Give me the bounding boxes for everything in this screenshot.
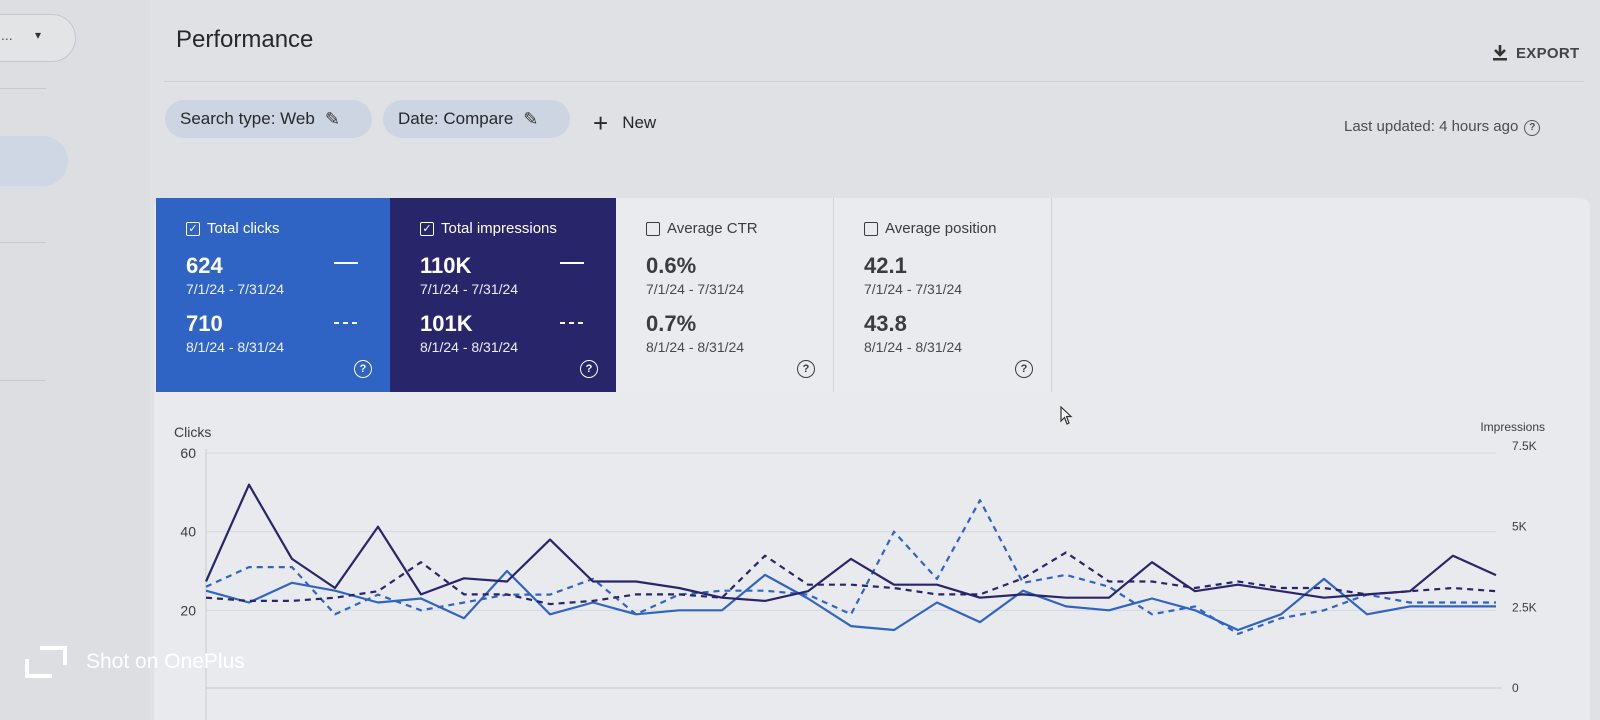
metric-value-current: 624 (186, 253, 223, 278)
y-axis-title: Clicks (174, 424, 211, 440)
header-divider (164, 81, 1584, 82)
property-selector[interactable]: ... ▾ (0, 14, 76, 62)
chevron-down-icon: ▾ (35, 28, 42, 42)
page-title: Performance (176, 26, 314, 53)
metric-range-previous: 8/1/24 - 8/31/24 (186, 339, 285, 355)
metric-total-impressions[interactable]: ✓ Total impressions 110K 7/1/24 - 7/31/24… (390, 198, 616, 392)
camera-watermark: Shot on OnePlus (24, 645, 245, 679)
metric-value-current: 42.1 (864, 253, 907, 278)
help-icon[interactable]: ? (1015, 360, 1033, 378)
checkbox-checked-icon[interactable]: ✓ (420, 221, 434, 236)
y2-tick-label: 7.5K (1512, 439, 1537, 453)
last-updated: Last updated: 4 hours ago? (1344, 118, 1541, 136)
new-label: New (622, 113, 657, 132)
export-label: EXPORT (1516, 45, 1580, 62)
y-tick-label: 20 (180, 602, 196, 618)
checkbox-unchecked-icon[interactable] (864, 221, 878, 236)
metric-range-previous: 8/1/24 - 8/31/24 (864, 339, 963, 355)
mouse-pointer-icon (1060, 406, 1073, 425)
metric-label: Average position (885, 220, 997, 237)
series-line-0 (205, 569, 1496, 632)
y2-tick-label: 0 (1512, 681, 1519, 695)
performance-chart[interactable]: Clicks Impressions 60 40 20 7.5K 5K 2.5K 0 (150, 400, 1590, 720)
new-filter-button[interactable]: + New (593, 108, 656, 139)
metric-range-current: 7/1/24 - 7/31/24 (646, 281, 745, 297)
metric-average-ctr[interactable]: Average CTR 0.6% 7/1/24 - 7/31/24 0.7% 8… (616, 198, 834, 392)
metric-value-current: 110K (420, 253, 472, 278)
metric-label: Total clicks (207, 220, 280, 237)
metric-range-previous: 8/1/24 - 8/31/24 (646, 339, 745, 355)
metric-average-position[interactable]: Average position 42.1 7/1/24 - 7/31/24 4… (834, 198, 1052, 392)
series-line-3 (205, 551, 1497, 606)
property-name: ... (1, 27, 13, 43)
last-updated-text: Last updated: 4 hours ago (1344, 118, 1519, 135)
y2-tick-label: 5K (1512, 520, 1527, 534)
y2-axis-title: Impressions (1480, 420, 1545, 434)
y-tick-label: 60 (180, 445, 196, 461)
watermark-text: Shot on OnePlus (86, 650, 245, 673)
help-icon[interactable]: ? (354, 360, 372, 378)
chip-label: Search type: Web (180, 109, 315, 128)
date-filter-chip[interactable]: Date: Compare ✎ (383, 100, 570, 138)
dashed-line-legend-icon (334, 322, 358, 324)
metric-value-previous: 0.7% (646, 311, 697, 336)
checkbox-checked-icon[interactable]: ✓ (186, 221, 200, 236)
metric-range-current: 7/1/24 - 7/31/24 (420, 281, 519, 297)
series-line-1 (205, 499, 1496, 635)
metric-value-previous: 43.8 (864, 311, 907, 336)
y2-tick-label: 2.5K (1512, 600, 1537, 614)
metric-total-clicks[interactable]: ✓ Total clicks 624 7/1/24 - 7/31/24 710 8… (156, 198, 390, 392)
nav-item-active[interactable] (0, 136, 68, 186)
checkbox-unchecked-icon[interactable] (646, 221, 660, 236)
search-type-filter-chip[interactable]: Search type: Web ✎ (165, 100, 372, 138)
help-icon[interactable]: ? (797, 360, 815, 378)
main-content: Performance EXPORT Search type: Web ✎ Da… (150, 0, 1600, 720)
metric-label: Average CTR (667, 220, 758, 237)
export-button[interactable]: EXPORT (1492, 44, 1579, 62)
left-navigation-rail: ... ▾ (0, 0, 150, 720)
metric-range-current: 7/1/24 - 7/31/24 (186, 281, 285, 297)
y-tick-label: 40 (180, 524, 196, 540)
solid-line-legend-icon (560, 262, 584, 264)
pencil-icon: ✎ (523, 108, 539, 129)
oneplus-logo-icon (24, 645, 68, 679)
series-line-2 (204, 483, 1497, 602)
metric-range-previous: 8/1/24 - 8/31/24 (420, 339, 519, 355)
metric-label: Total impressions (441, 220, 557, 237)
help-icon[interactable]: ? (1524, 120, 1541, 136)
dashed-line-legend-icon (560, 322, 584, 324)
solid-line-legend-icon (334, 262, 358, 264)
metric-value-previous: 710 (186, 311, 223, 336)
plus-icon: + (593, 108, 609, 138)
help-icon[interactable]: ? (580, 360, 598, 378)
metric-value-previous: 101K (420, 311, 473, 336)
chip-label: Date: Compare (398, 109, 514, 128)
pencil-icon: ✎ (324, 108, 340, 129)
download-icon (1493, 45, 1507, 61)
rail-divider (0, 88, 46, 89)
rail-divider (0, 380, 46, 381)
rail-divider (0, 242, 46, 243)
metric-value-current: 0.6% (646, 253, 697, 278)
metric-range-current: 7/1/24 - 7/31/24 (864, 281, 963, 297)
